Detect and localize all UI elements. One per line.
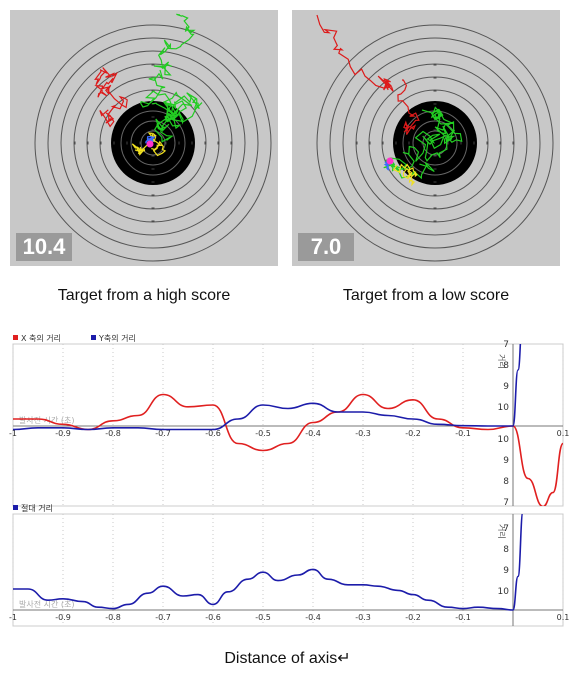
legend-swatch [13,335,18,340]
footer-caption: Distance of axis↵ [224,650,351,667]
caption-high: Target from a high score [57,287,231,304]
plot-area [12,343,564,507]
x-tick-label: -0.7 [155,429,171,438]
target-ring [316,24,554,262]
absolute-distance-plot: -1 -0.9 -0.8 -0.7 -0.6 -0.5 -0.4 -0.3 -0.2 -0.1 0.… [9,504,570,627]
target-ring [381,89,489,197]
target-ring [34,24,272,262]
x-tick-label: -0.3 [355,429,371,438]
inner-ring [412,120,458,166]
legend-entry: X 축의 거리 [21,333,61,343]
legend-entry: 절대 거리 [21,504,53,513]
shot-trace [145,135,156,144]
caption-low: Target from a low score [342,287,510,304]
y-axis-label: 거리 [497,524,506,539]
x-tick-label: -0.8 [105,613,121,622]
inner-ring [130,120,176,166]
shot-trace [316,14,394,92]
shot-trace [131,132,167,157]
target-low-score: 7.0 [292,10,560,266]
y-tick-label: 9 [503,382,509,392]
axis-distance-chart: -1 -0.9 -0.8 -0.7 -0.6 -0.5 -0.4 -0.3 -0.2 -0.1 0.… [5,330,571,508]
target-ring [60,50,246,236]
x-axis-label: 발사전 시간 (초) [19,599,75,609]
x-tick-label: -0.1 [455,613,471,622]
target-ring [355,63,515,223]
legend-entry: Y축의 거리 [98,333,136,343]
y-tick-label: 8 [503,361,509,371]
x-tick-label: -0.1 [455,429,471,438]
y-tick-label: 9 [503,566,509,576]
target-ring [99,89,207,197]
x-tick-label: -0.2 [405,613,421,622]
inner-ring [140,130,166,156]
x-tick-label: -0.7 [155,613,171,622]
shot-trace [383,106,463,180]
legend-swatch [91,335,96,340]
absolute-distance-chart: -1 -0.9 -0.8 -0.7 -0.6 -0.5 -0.4 -0.3 -0.2 -0.1 0.… [5,500,571,628]
x-tick-label: 0.1 [557,613,570,622]
y-tick-label: 7 [503,524,509,534]
x-tick-label: -1 [9,613,17,622]
x-tick-label: -0.6 [205,429,221,438]
x-tick-label: -0.6 [205,613,221,622]
shot-point [146,140,154,148]
x-tick-label: -0.4 [305,613,321,622]
score-badge: 10.4 [16,233,72,261]
shot-trace [153,13,196,76]
shot-trace [392,163,418,187]
target-high-score: 10.4 [10,10,278,266]
y-tick-label: 10 [498,435,510,445]
y-axis-label: 거리 [497,354,506,369]
axis-distance-plot: -1 -0.9 -0.8 -0.7 -0.6 -0.5 -0.4 -0.3 -0.2 -0.1 0.… [9,333,570,508]
target-ring [342,50,528,236]
y-tick-label: 8 [503,477,509,487]
x-tick-label: -0.8 [105,429,121,438]
shot-point [386,157,394,165]
x-tick-label: -1 [9,429,17,438]
x-tick-label: -0.4 [305,429,321,438]
x-tick-label: -0.3 [355,613,371,622]
y-tick-label: 9 [503,456,509,466]
x-tick-label: -0.9 [55,429,71,438]
y-tick-label: 10 [498,403,510,413]
x-tick-label: 0.1 [557,429,570,438]
inner-ring [120,110,186,176]
y-tick-label: 10 [498,587,510,597]
x-tick-label: -0.5 [255,429,271,438]
target-ring [86,76,220,210]
x-tick-label: -0.5 [255,613,271,622]
score-badge: 7.0 [298,233,354,261]
series-line [13,514,524,611]
series-line [13,344,522,431]
y-tick-label: 7 [503,498,509,508]
y-tick-label: 8 [503,545,509,555]
target-ring [47,37,259,249]
target-ring [73,63,233,223]
target-rings [316,14,554,262]
shot-trace [94,67,128,128]
x-tick-label: -0.2 [405,429,421,438]
shot-trace [397,79,420,135]
y-tick-label: 7 [503,340,509,350]
target-ring [329,37,541,249]
legend-swatch [13,505,18,510]
plot-area [12,513,564,627]
x-tick-label: -0.9 [55,613,71,622]
shot-trace [140,69,203,143]
target-ring [368,76,502,210]
target-rings [34,13,272,262]
